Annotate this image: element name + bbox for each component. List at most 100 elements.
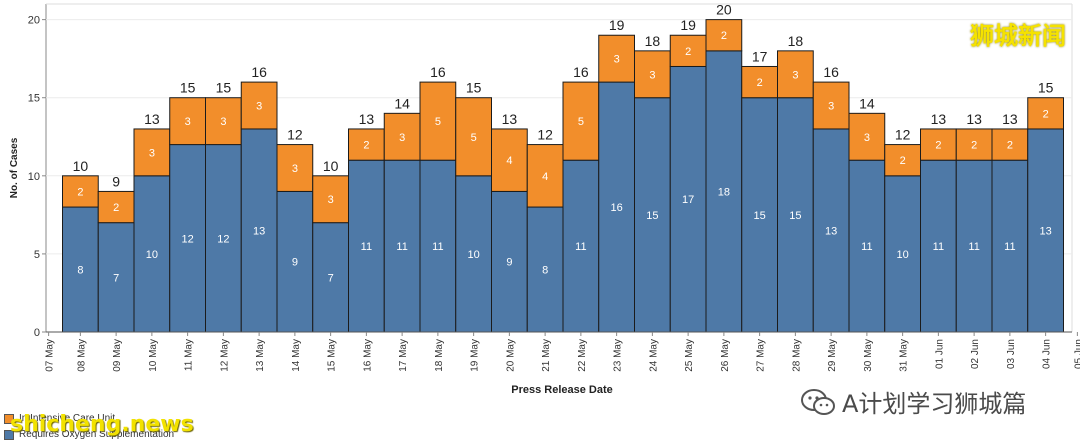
data-label-icu: 2 [113,202,119,214]
data-label-icu: 3 [864,132,870,144]
bar-icu [920,128,957,161]
data-label-total: 12 [537,127,553,143]
data-label-icu: 3 [220,116,226,128]
bar-icu [884,144,921,177]
data-label-total: 13 [966,111,982,127]
data-label-icu: 2 [900,155,906,167]
x-tick-label: 20 May [505,339,516,372]
data-label-icu: 3 [292,163,298,175]
x-tick-label: 31 May [899,339,910,372]
data-label-icu: 5 [578,116,584,128]
x-tick-label: 25 May [684,339,695,372]
data-label-oxygen: 12 [217,233,229,245]
data-label-icu: 2 [363,140,369,152]
bar-icu [955,128,993,161]
data-label-oxygen: 11 [396,241,407,253]
bar-oxygen [562,159,600,333]
watermark-bottom-left: shicheng.news [10,412,194,437]
data-label-total: 17 [752,48,768,64]
y-tick-label: 0 [34,327,40,339]
data-label-icu: 4 [506,155,512,167]
data-label-icu: 5 [435,116,441,128]
data-label-icu: 2 [1007,140,1013,152]
data-label-icu: 3 [185,116,191,128]
data-label-oxygen: 9 [292,257,298,269]
data-label-icu: 5 [471,132,477,144]
x-tick-label: 16 May [362,339,373,372]
y-axis-title: No. of Cases [9,137,20,198]
data-label-icu: 4 [542,171,548,183]
data-label-total: 12 [895,127,911,143]
bar-oxygen [526,206,564,333]
data-label-icu: 3 [649,69,655,81]
data-label-total: 15 [216,80,232,96]
bar-oxygen [240,128,278,333]
x-tick-label: 28 May [791,339,802,372]
data-label-total: 12 [287,127,303,143]
data-label-total: 14 [394,95,410,111]
data-label-total: 16 [251,64,267,80]
x-tick-label: 01 Jun [934,339,945,369]
x-tick-label: 07 May [45,339,56,372]
data-label-total: 13 [359,111,375,127]
x-tick-label: 26 May [720,339,731,372]
data-label-total: 15 [180,80,196,96]
data-label-oxygen: 9 [506,257,512,269]
legend-label-oxygen: Requires Oxygen Supplementation [19,429,175,440]
x-tick-label: 18 May [434,339,445,372]
x-tick-label: 14 May [291,339,302,372]
x-tick-label: 24 May [648,339,659,372]
data-label-icu: 3 [399,132,405,144]
legend-swatch-icu [4,413,14,424]
data-label-total: 19 [680,17,696,33]
bar-icu [991,128,1029,161]
data-label-oxygen: 11 [432,241,443,253]
bar-oxygen [777,97,814,333]
x-tick-label: 22 May [577,339,588,372]
x-tick-label: 12 May [219,339,230,372]
data-label-icu: 2 [77,186,83,198]
data-label-icu: 2 [757,77,763,89]
bar-oxygen [634,97,671,333]
y-tick-label: 5 [34,249,40,261]
x-tick-label: 27 May [756,339,767,372]
data-label-oxygen: 11 [1004,241,1015,253]
data-label-oxygen: 15 [789,210,801,222]
legend-item-icu[interactable]: In Intensive Care Unit [4,412,174,425]
data-label-oxygen: 17 [682,194,694,206]
data-label-oxygen: 16 [611,202,623,214]
data-label-icu: 3 [149,147,155,159]
bar-icu [276,144,314,192]
data-label-oxygen: 15 [646,210,658,222]
legend-swatch-oxygen [4,429,14,440]
bar-icu [562,81,600,161]
watermark-top-right: 狮城新闻 [970,22,1066,50]
data-label-icu: 2 [935,140,941,152]
bar-icu [598,34,635,83]
bar-icu [1027,97,1064,130]
data-label-total: 16 [573,64,589,80]
legend-item-oxygen[interactable]: Requires Oxygen Supplementation [4,428,174,441]
bar-oxygen [169,144,206,333]
data-label-oxygen: 7 [113,272,119,284]
watermark-bottom-right: A计划学习狮城篇 [800,384,1026,419]
y-tick-label: 15 [28,93,40,105]
data-label-total: 15 [466,80,482,96]
bar-icu [848,112,886,161]
x-tick-label: 13 May [255,339,266,372]
legend: In Intensive Care Unit Requires Oxygen S… [4,412,174,444]
data-label-total: 20 [716,2,732,18]
x-tick-label: 23 May [613,339,624,372]
data-label-icu: 3 [828,101,834,113]
data-label-oxygen: 11 [933,241,944,253]
y-tick-label: 20 [28,15,40,27]
data-label-oxygen: 11 [361,241,372,253]
data-label-total: 16 [430,64,446,80]
bar-icu [383,112,421,161]
x-tick-label: 08 May [76,339,87,372]
bar-oxygen [348,159,385,333]
bar-icu [205,97,242,146]
data-label-oxygen: 10 [897,249,909,261]
bar-icu [777,50,814,99]
y-tick-label: 10 [28,171,40,183]
